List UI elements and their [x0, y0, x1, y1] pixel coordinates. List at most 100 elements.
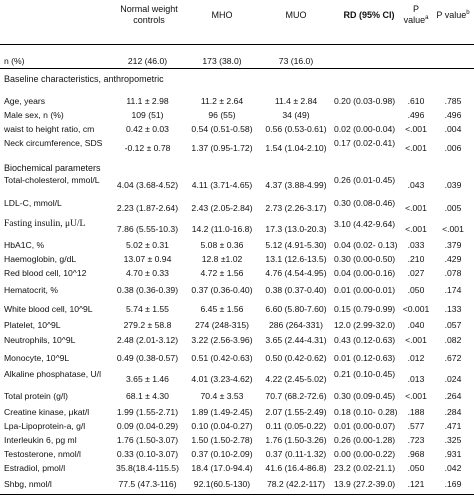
col-header-pa: P valuea: [400, 4, 432, 26]
cell-rd: 0.01 (0.00-0.07): [334, 421, 396, 431]
cell-muo: 286 (264-331): [269, 320, 323, 330]
cell-normal: 0.38 (0.36-0.39): [116, 285, 179, 295]
cell-normal: 0.49 (0.38-0.57): [116, 353, 179, 363]
cell-normal: 13.07 ± 0.94: [123, 254, 172, 264]
cell-rd: 0.01 (0.00-0.01): [334, 285, 396, 295]
cell-p-a: .968: [407, 449, 425, 459]
cell-muo: 70.7 (68.2-72.6): [265, 391, 327, 401]
table-header: Normal weight controls MHO MUO RD (95% C…: [0, 0, 474, 45]
cell-mho: 0.37 (0.10-2.09): [191, 449, 253, 459]
table-row: Total-cholesterol, mmol/L 4.04 (3.68-4.52…: [0, 175, 474, 197]
cell-mho: 0.37 (0.36-0.40): [191, 285, 253, 295]
cell-p-b: .672: [444, 353, 462, 363]
cell-rd: 0.18 (0.10- 0.28): [334, 407, 398, 417]
table-row: Interleukin 6, pg ml 1.76 (1.50-3.07) 1.50…: [0, 435, 474, 449]
row-label: Age, years: [4, 96, 46, 106]
cell-p-b: .264: [444, 391, 462, 401]
table-row: Total protein (g/l) 68.1 ± 4.30 70.4 ± 3.5…: [0, 391, 474, 405]
cell-p-b: .133: [444, 304, 462, 314]
table-row: Hematocrit, % 0.38 (0.36-0.39) 0.37 (0.36-…: [0, 285, 474, 299]
table-row: Red blood cell, 10^12 4.70 ± 0.33 4.72 ± 1…: [0, 268, 474, 281]
cell-rd: 0.30 (0.09-0.45): [334, 391, 396, 401]
cell-mho: 4.01 (3.23-4.62): [191, 374, 253, 384]
cell-mho: 3.22 (2.56-3.96): [191, 335, 253, 345]
cell-mho: 1.89 (1.49-2.45): [191, 407, 253, 417]
cell-rd: 0.04 (0.00-0.16): [334, 268, 396, 278]
table-row: Fasting insulin, μU/L 7.86 (5.55-10.3) 14.…: [0, 219, 474, 239]
cell-muo: 4.37 (3.88-4.99): [265, 180, 327, 190]
row-label: Platelet, 10^9L: [4, 320, 61, 330]
table-row: Neck circumference, SDS -0.12 ± 0.78 1.37 …: [0, 138, 474, 160]
cell-normal: 11.1 ± 2.98: [126, 96, 169, 106]
cell-normal: 68.1 ± 4.30: [126, 391, 169, 401]
cell-muo: 78.2 (42.2-117): [266, 479, 326, 489]
col-header-pa-sup: a: [425, 15, 429, 21]
cell-mho: 0.10 (0.04-0.27): [191, 421, 253, 431]
cell-muo: 17.3 (13.0-20.3): [265, 224, 327, 234]
cell-muo: 5.12 (4.91-5.30): [265, 240, 327, 250]
row-label: Estradiol, pmol/l: [4, 463, 66, 473]
col-header-pa-label: P value: [403, 4, 426, 25]
table-row: Creatine kinase, μkat/l 1.99 (1.55-2.71) 1…: [0, 407, 474, 421]
cell-rd: 0.15 (0.79-0.99): [334, 304, 396, 314]
cell-mho: 18.4 (17.0-94.4): [191, 463, 253, 473]
cell-normal: 3.65 ± 1.46: [126, 374, 169, 384]
cell-p-b: <.001: [442, 224, 464, 234]
row-label: n (%): [4, 56, 25, 66]
col-header-rd: RD (95% CI): [334, 10, 404, 21]
cell-rd: 0.00 (0.00-0.22): [334, 449, 396, 459]
cell-muo: 0.11 (0.05-0.22): [265, 421, 327, 431]
cell-p-a: <.001: [405, 143, 427, 153]
cell-muo: 6.60 (5.80-7.60): [265, 304, 327, 314]
cell-mho: 70.4 ± 3.53: [200, 391, 244, 401]
cell-p-a: .013: [407, 374, 425, 384]
cell-normal: 0.09 (0.04-0.29): [116, 421, 179, 431]
cell-p-a: .050: [407, 285, 425, 295]
cell-rd: 13.9 (27.2-39.0): [334, 479, 396, 489]
row-label: Lpa-Lipoprotein-a, g/l: [4, 421, 86, 431]
cell-mho: 14.2 (11.0-16.8): [191, 224, 253, 234]
table-row: Estradiol, pmol/l 35.8(18.4-115.5) 18.4 (1…: [0, 463, 474, 477]
cell-mho: 1.37 (0.95-1.72): [191, 143, 253, 153]
col-header-pb-label: P value: [436, 10, 467, 20]
cell-muo: 41.6 (16.4-86.8): [265, 463, 327, 473]
cell-p-a: <.001: [405, 203, 427, 213]
cell-normal: 0.42 ± 0.03: [126, 124, 169, 134]
cell-normal: 2.23 (1.87-2.64): [116, 203, 179, 213]
cell-mho: 4.11 (3.71-4.65): [191, 180, 253, 190]
cell-p-b: .785: [444, 96, 462, 106]
cell-p-b: .039: [444, 180, 462, 190]
section-biochemical: Biochemical parameters: [4, 163, 101, 173]
cell-rd: 12.0 (2.99-32.0): [334, 320, 396, 330]
cell-p-b: .169: [444, 479, 462, 489]
table-row: White blood cell, 10^9L 5.74 ± 1.55 6.45 ±…: [0, 304, 474, 318]
cell-normal: 7.86 (5.55-10.3): [116, 224, 179, 234]
cell-p-b: .174: [444, 285, 462, 295]
row-label: Creatine kinase, μkat/l: [4, 407, 90, 417]
cell-normal: 1.99 (1.55-2.71): [116, 407, 179, 417]
table-row: Testosterone, nmol/l 0.33 (0.10-3.07) 0.37…: [0, 449, 474, 463]
col-header-normal: Normal weight controls: [120, 4, 178, 25]
cell-p-a: .188: [407, 407, 425, 417]
cell-p-b: .004: [444, 124, 462, 134]
table-row: Alkaline phosphatase, U/l 3.65 ± 1.46 4.01…: [0, 369, 474, 389]
cell-mho: 0.54 (0.51-0.58): [191, 124, 253, 134]
cell-p-a: .040: [407, 320, 425, 330]
cell-rd: 0.30 (0.00-0.50): [334, 254, 396, 264]
row-label: Hematocrit, %: [4, 285, 58, 295]
cell-normal: 5.02 ± 0.31: [126, 240, 169, 250]
table-row: Neutrophils, 10^9L 2.48 (2.01-3.12) 3.22 (…: [0, 335, 474, 351]
row-label: Haemoglobin, g/dL: [4, 254, 77, 264]
cell-p-a: .610: [407, 96, 425, 106]
cell-p-a: .043: [407, 180, 425, 190]
cell-p-b: .006: [444, 143, 462, 153]
table-row: waist to height ratio, cm 0.42 ± 0.03 0.54…: [0, 124, 474, 136]
cell-p-a: <.001: [405, 391, 427, 401]
cell-normal: 77.5 (47.3-116): [118, 479, 177, 489]
table-row: Male sex, n (%) 109 (51) 96 (55) 34 (49) .49…: [0, 110, 474, 122]
cell-p-a: <0.001: [402, 304, 430, 314]
cell-rd: 0.30 (0.08-0.46): [334, 198, 396, 208]
cell-normal: 109 (51): [131, 110, 164, 120]
cell-normal: 279.2 ± 58.8: [123, 320, 172, 330]
cell-p-a: <.001: [405, 335, 427, 345]
